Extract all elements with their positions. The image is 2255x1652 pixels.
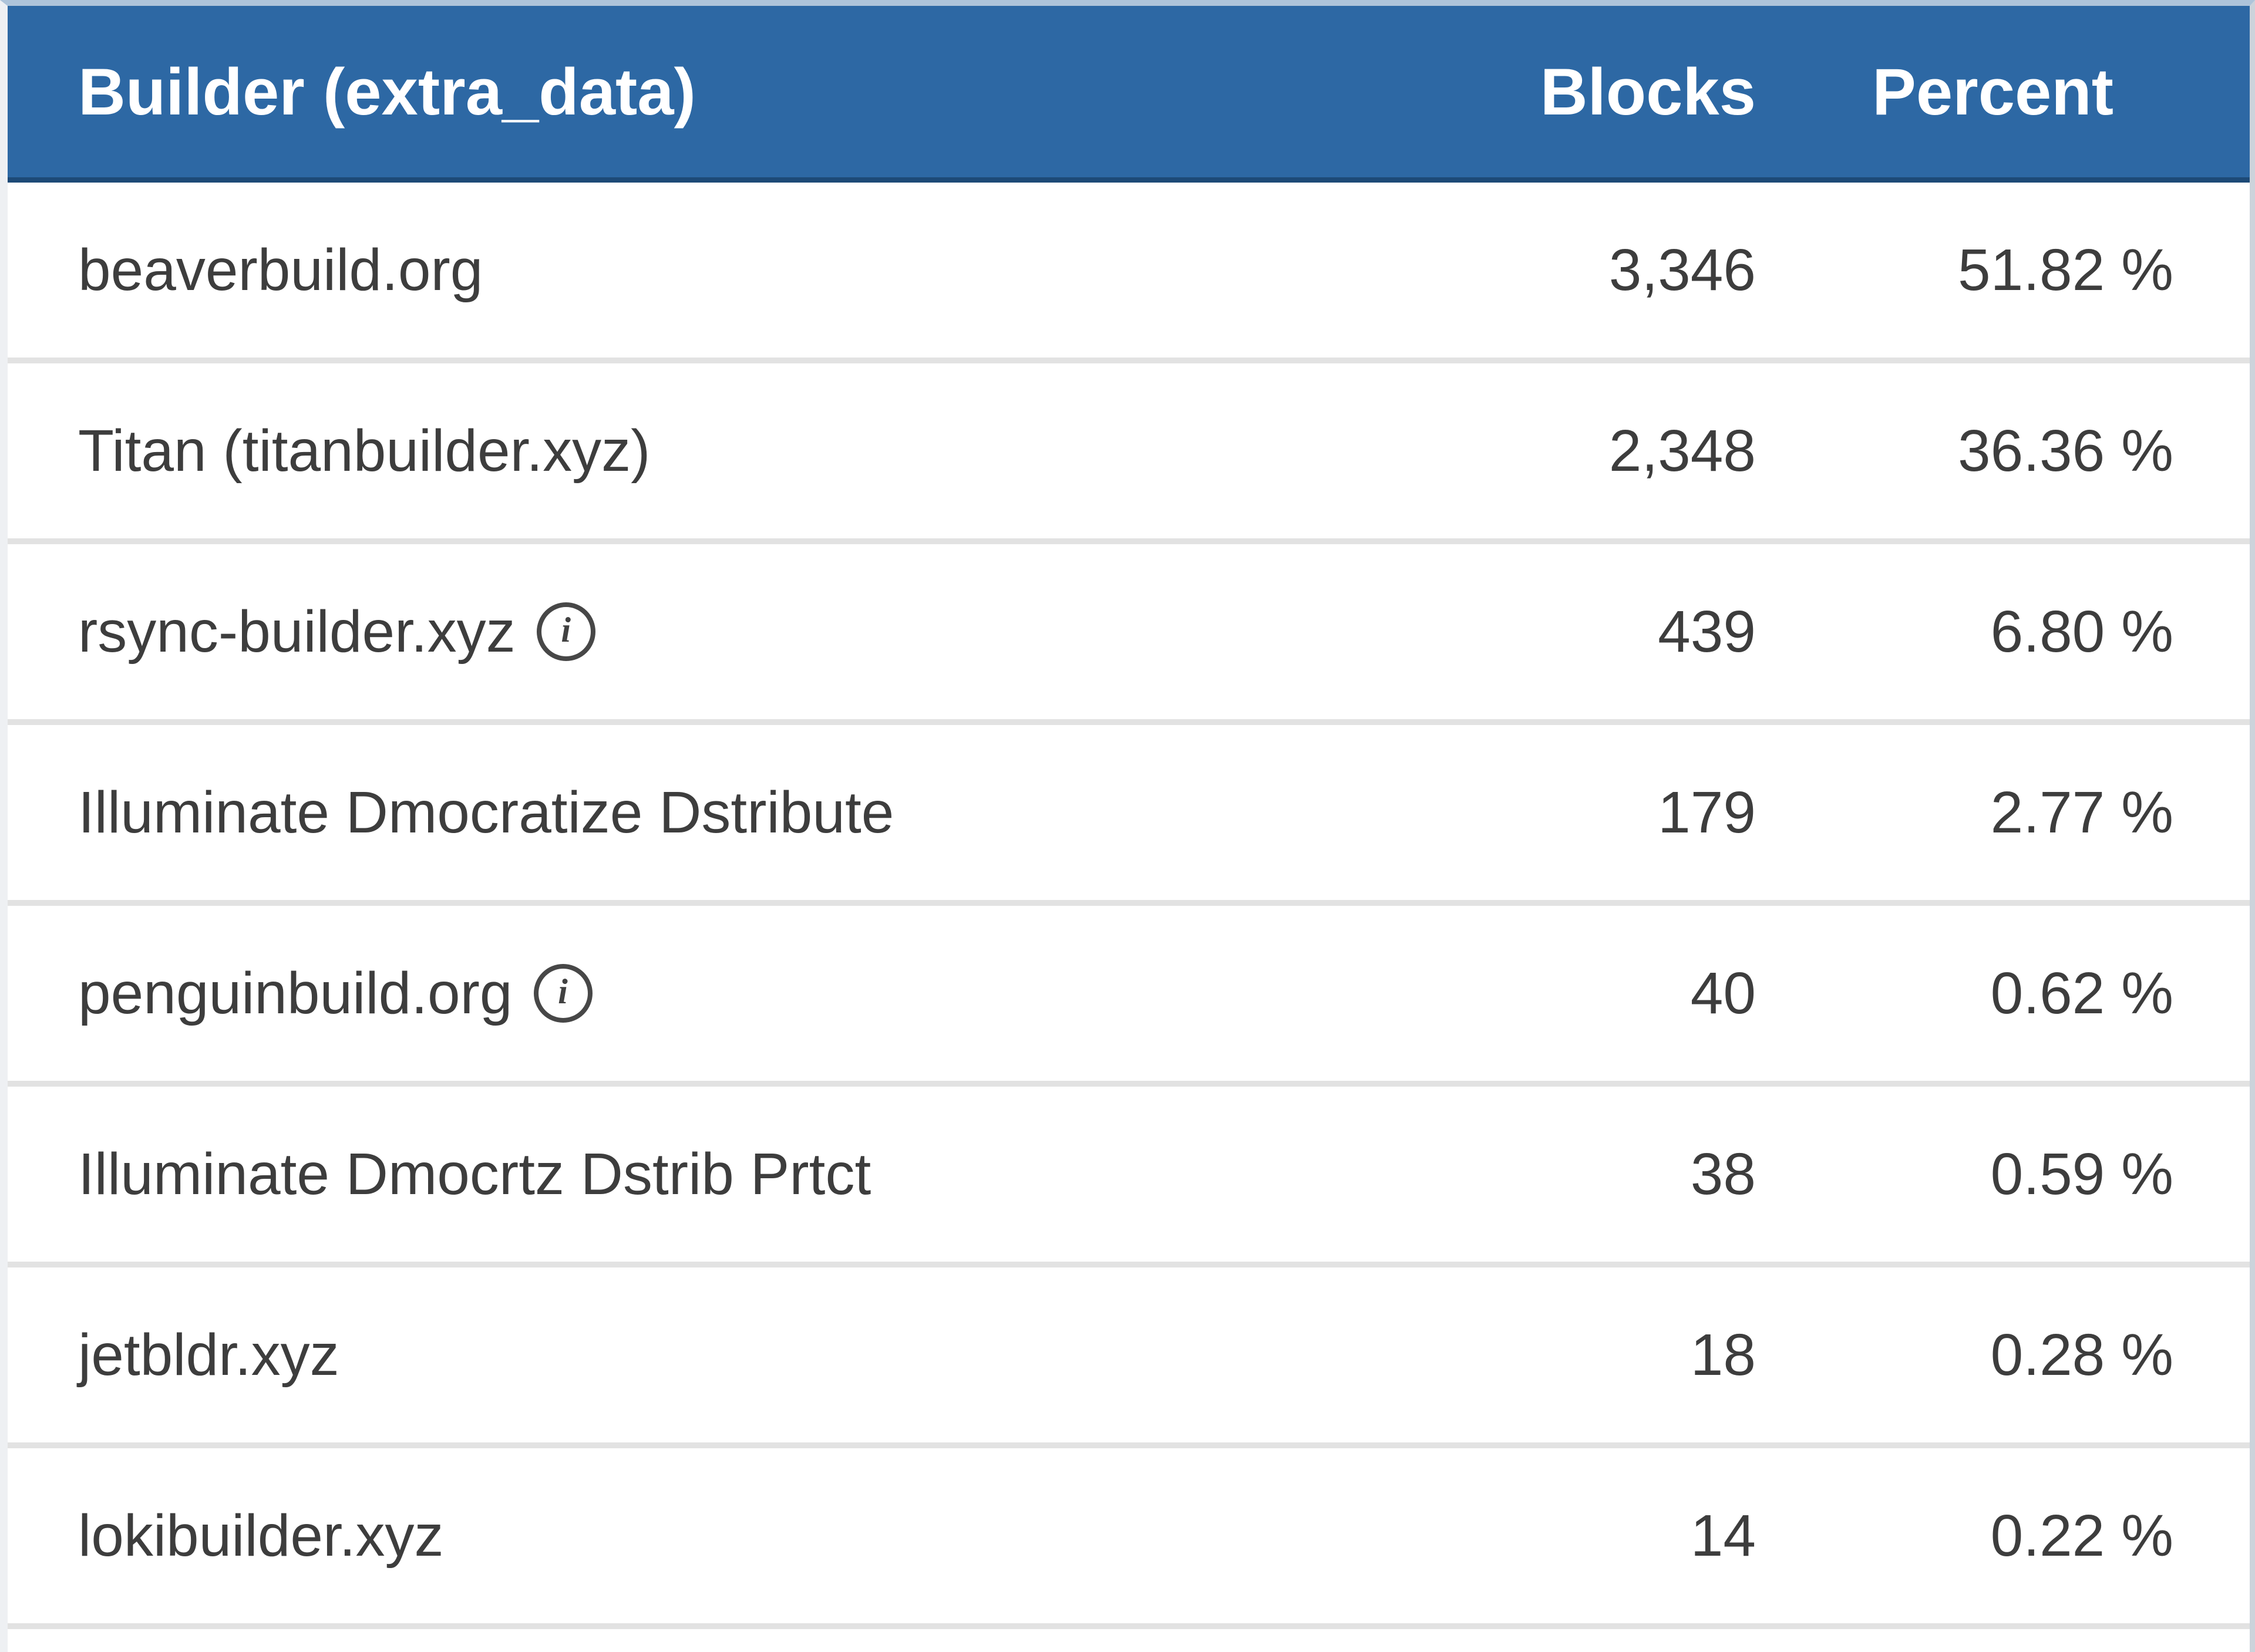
builder-name: beaverbuild.org [78, 237, 483, 303]
blocks-cell: 2,348 [1608, 417, 1756, 484]
percent-cell: 36.36 % [1958, 417, 2173, 484]
blocks-cell: 40 [1690, 960, 1756, 1026]
builder-cell: penguinbuild.org i [8, 960, 1404, 1027]
blocks-cell: 3,346 [1608, 237, 1756, 303]
header-builder-label: Builder (extra_data) [78, 55, 696, 129]
info-icon[interactable]: i [536, 602, 595, 661]
info-icon-glyph: i [561, 611, 571, 649]
percent-cell: 0.28 % [1990, 1321, 2173, 1388]
header-blocks-column: Blocks [1540, 55, 1756, 129]
table-row: lokibuilder.xyz 14 0.22 % [8, 1448, 2250, 1629]
blocks-cell: 14 [1690, 1502, 1756, 1569]
table-header: Builder (extra_data) Blocks Percent [8, 6, 2250, 183]
info-icon-glyph: i [558, 972, 568, 1011]
builder-name: rsync-builder.xyz [78, 598, 516, 665]
table-row: jetbldr.xyz 18 0.28 % [8, 1267, 2250, 1448]
blocks-cell: 439 [1658, 598, 1756, 665]
header-builder-column: Builder (extra_data) [8, 54, 1404, 130]
builder-cell: Illuminate Dmocrtz Dstrib Prtct [8, 1141, 1404, 1208]
table-row: Illuminate Dmocrtz Dstrib Prtct 38 0.59 … [8, 1087, 2250, 1267]
table-row: penguinbuild.org i 40 0.62 % [8, 906, 2250, 1087]
table-row: beaverbuild.org 3,346 51.82 % [8, 183, 2250, 363]
percent-cell: 0.62 % [1990, 960, 2173, 1026]
builder-cell: beaverbuild.org [8, 237, 1404, 304]
builder-name: penguinbuild.org [78, 960, 513, 1026]
builder-cell: Titan (titanbuilder.xyz) [8, 417, 1404, 485]
percent-cell: 0.22 % [1990, 1502, 2173, 1569]
percent-cell: 51.82 % [1958, 237, 2173, 303]
header-percent-column: Percent [1872, 55, 2113, 129]
blocks-cell: 38 [1690, 1141, 1756, 1207]
table-row: rsync-builder.xyz i 439 6.80 % [8, 544, 2250, 725]
info-icon[interactable]: i [533, 964, 593, 1023]
builder-cell: lokibuilder.xyz [8, 1502, 1404, 1570]
builder-cell: jetbldr.xyz [8, 1321, 1404, 1389]
table-row: Illuminate Dmocratize Dstribute 179 2.77… [8, 725, 2250, 906]
builder-name: Illuminate Dmocrtz Dstrib Prtct [78, 1141, 871, 1207]
builder-cell: Illuminate Dmocratize Dstribute [8, 779, 1404, 847]
percent-cell: 2.77 % [1990, 779, 2173, 845]
builder-name: lokibuilder.xyz [78, 1502, 444, 1569]
builder-name: Illuminate Dmocratize Dstribute [78, 779, 894, 845]
builder-cell: rsync-builder.xyz i [8, 598, 1404, 666]
builder-name: Titan (titanbuilder.xyz) [78, 417, 651, 484]
percent-cell: 0.59 % [1990, 1141, 2173, 1207]
builder-name: jetbldr.xyz [78, 1321, 339, 1388]
blocks-cell: 179 [1658, 779, 1756, 845]
percent-cell: 6.80 % [1990, 598, 2173, 665]
table-row: Titan (titanbuilder.xyz) 2,348 36.36 % [8, 363, 2250, 544]
blocks-cell: 18 [1690, 1321, 1756, 1388]
